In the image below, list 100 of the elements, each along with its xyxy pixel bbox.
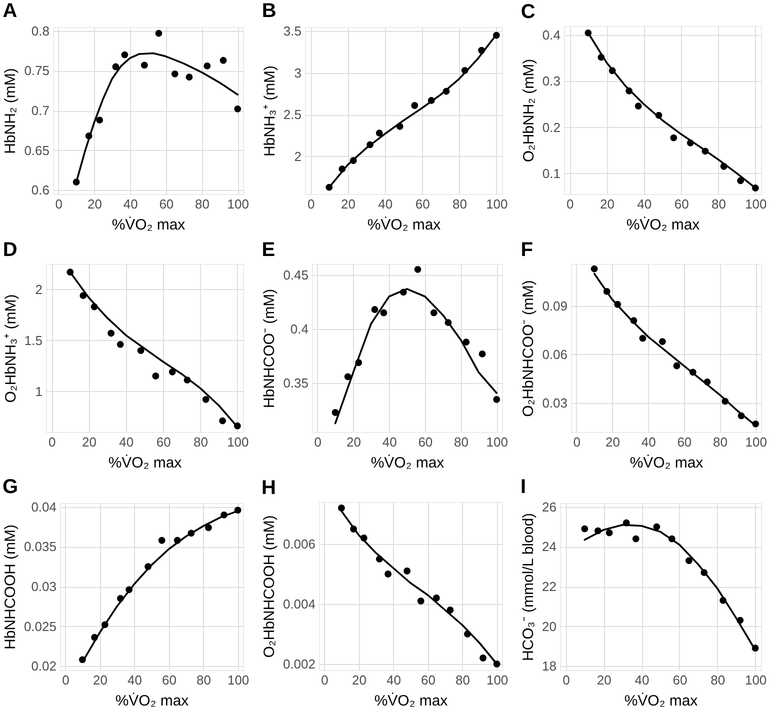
point (411, 102, 418, 109)
y-axis-title: HbNHCOOH (mM) (2, 524, 19, 650)
x-tick-label: 100 (745, 434, 767, 450)
x-tick-label: 80 (713, 434, 728, 450)
x-axis-title: %V̇O₂ max (115, 692, 190, 710)
y-tick-label: 3.5 (283, 24, 302, 39)
y-tick-label: 0.03 (31, 579, 56, 594)
x-tick-label: 100 (486, 434, 508, 450)
x-tick-label: 40 (123, 196, 138, 212)
point (417, 598, 424, 604)
x-tick-label: 80 (456, 672, 470, 688)
x-tick-label: 0 (314, 434, 322, 450)
point (606, 529, 613, 536)
y-axis-title: HbNH₂ (mM) (2, 68, 20, 154)
x-axis-title: %V̇O₂ max (630, 454, 704, 472)
x-tick-label: 80 (196, 672, 212, 688)
x-tick-label: 60 (415, 196, 430, 212)
x-tick-label: 0 (562, 672, 570, 688)
point (344, 373, 352, 380)
y-tick-label: 24 (542, 539, 556, 554)
y-axis-title: HbNH₃⁺ (mM) (261, 65, 278, 157)
y-tick-label: 0.45 (283, 267, 308, 282)
point (116, 340, 124, 348)
point (371, 306, 378, 313)
y-tick-label: 3 (294, 65, 302, 80)
x-tick-label: 40 (378, 196, 393, 212)
point (234, 105, 242, 112)
y-tick-label: 0.2 (542, 120, 560, 135)
x-axis-title: %V̇O₂ max (370, 454, 445, 472)
x-tick-label: 60 (677, 434, 692, 450)
point (202, 396, 210, 403)
point (590, 265, 598, 272)
x-tick-label: 60 (156, 434, 171, 450)
y-tick-label: 1.5 (24, 332, 42, 348)
point (658, 338, 666, 345)
x-tick-label: 100 (227, 196, 249, 212)
x-tick-label: 80 (194, 434, 208, 450)
point (432, 594, 440, 602)
x-tick-label: 80 (710, 672, 726, 688)
x-axis-title: %V̇O₂ max (108, 454, 182, 472)
chart-title: G (2, 476, 18, 498)
x-tick-label: 20 (346, 434, 361, 450)
y-tick-label: 0.004 (282, 596, 316, 612)
x-tick-label: 80 (454, 434, 469, 450)
x-tick-label: 40 (128, 672, 142, 688)
point (673, 362, 680, 370)
chart-title: H (261, 477, 276, 499)
chart-title: B (262, 0, 276, 22)
point (581, 525, 588, 532)
y-tick-label: 0.6 (31, 182, 50, 198)
x-tick-label: 100 (486, 196, 508, 212)
x-tick-label: 80 (195, 196, 210, 212)
point (171, 70, 178, 78)
y-axis-title: HbNHCOO⁻ (mM) (261, 288, 278, 408)
y-tick-label: 18 (542, 658, 556, 674)
x-tick-label: 20 (596, 672, 612, 688)
y-tick-label: 0.006 (282, 536, 316, 552)
x-tick-label: 20 (605, 434, 620, 450)
x-tick-label: 60 (418, 434, 433, 450)
point (446, 606, 454, 614)
y-tick-label: 0.035 (24, 539, 56, 554)
x-tick-label: 80 (712, 196, 726, 212)
y-tick-label: 0.7 (31, 103, 50, 118)
y-tick-label: 2 (294, 148, 302, 164)
x-tick-label: 100 (744, 672, 767, 688)
point (155, 30, 162, 37)
chart-title: A (2, 0, 18, 22)
x-tick-label: 20 (82, 434, 96, 450)
x-tick-label: 0 (48, 434, 56, 450)
chart-title: E (262, 239, 276, 261)
point (108, 330, 115, 337)
point (220, 56, 227, 64)
point (685, 557, 692, 564)
y-tick-label: 1 (35, 384, 42, 399)
y-tick-label: 2 (35, 282, 42, 297)
point (219, 417, 226, 424)
y-axis-title: O₂HbNH₂ (mM) (520, 58, 538, 162)
point (204, 62, 211, 70)
point (632, 535, 640, 542)
x-tick-label: 100 (227, 434, 249, 450)
x-tick-label: 0 (566, 196, 574, 212)
point (634, 102, 642, 110)
point (338, 504, 345, 512)
point (414, 266, 422, 273)
x-axis-title: %V̇O₂ max (367, 216, 442, 234)
y-tick-label: 0.02 (31, 658, 56, 674)
point (168, 368, 176, 376)
x-axis-title: %V̇O₂ max (624, 692, 698, 710)
point (737, 177, 744, 184)
point (376, 130, 383, 136)
x-axis-title: %V̇O₂ max (374, 692, 448, 710)
y-axis-title: O₂HbNHCOO⁻ (mM) (520, 280, 538, 417)
y-tick-label: 0.06 (542, 346, 568, 362)
y-tick-label: 0.04 (31, 499, 56, 514)
x-tick-label: 100 (745, 196, 767, 212)
x-tick-label: 80 (452, 196, 467, 212)
x-tick-label: 20 (92, 672, 108, 688)
point (380, 309, 388, 316)
point (121, 51, 128, 58)
y-axis-title: HCO₃⁻ (mmol/L blood) (520, 512, 538, 662)
